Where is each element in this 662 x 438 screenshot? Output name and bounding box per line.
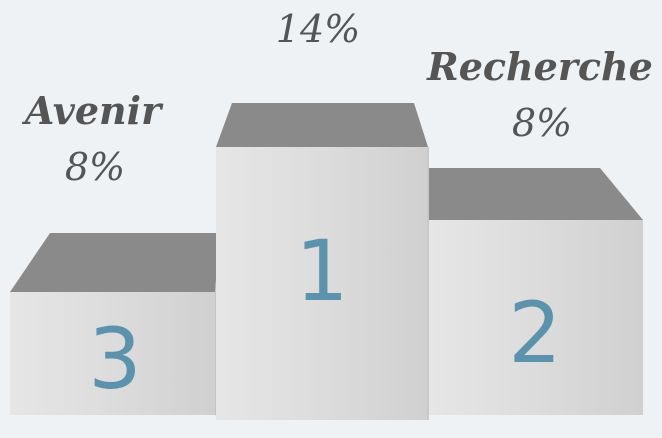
- step-front: [216, 147, 428, 420]
- step-value: 8%: [512, 101, 572, 145]
- step-top: [428, 168, 643, 220]
- rank: 2: [508, 284, 561, 382]
- step-value: 8%: [65, 145, 125, 189]
- step-front: [10, 292, 215, 415]
- step-name: Recherche: [426, 44, 653, 89]
- step-top: [10, 233, 220, 292]
- rank: 3: [88, 310, 141, 408]
- step-top: [216, 103, 428, 147]
- step-front: [428, 220, 643, 415]
- rank: 1: [295, 222, 348, 320]
- step-value: 14%: [276, 7, 360, 51]
- step-name: Avenir: [22, 88, 164, 133]
